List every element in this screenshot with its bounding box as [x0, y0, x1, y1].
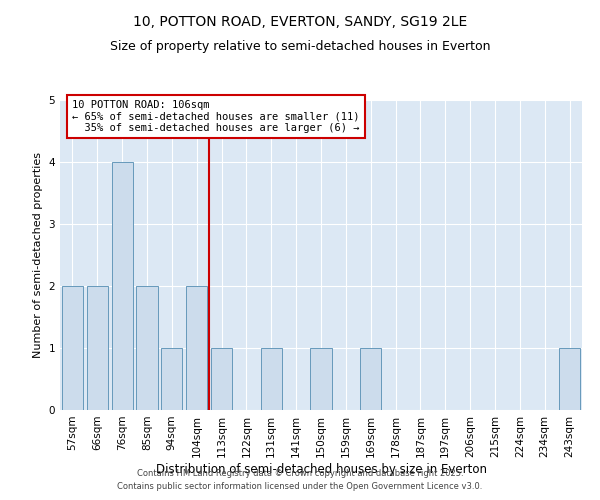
Text: Contains HM Land Registry data © Crown copyright and database right 2025.: Contains HM Land Registry data © Crown c… [137, 468, 463, 477]
Text: Size of property relative to semi-detached houses in Everton: Size of property relative to semi-detach… [110, 40, 490, 53]
Text: 10, POTTON ROAD, EVERTON, SANDY, SG19 2LE: 10, POTTON ROAD, EVERTON, SANDY, SG19 2L… [133, 15, 467, 29]
Text: Contains public sector information licensed under the Open Government Licence v3: Contains public sector information licen… [118, 482, 482, 491]
Y-axis label: Number of semi-detached properties: Number of semi-detached properties [33, 152, 43, 358]
Bar [559, 348, 580, 410]
Bar [161, 348, 182, 410]
Bar [62, 286, 83, 410]
Bar [211, 348, 232, 410]
Bar [136, 286, 158, 410]
Bar [310, 348, 332, 410]
Bar [261, 348, 282, 410]
Text: 10 POTTON ROAD: 106sqm
← 65% of semi-detached houses are smaller (11)
  35% of s: 10 POTTON ROAD: 106sqm ← 65% of semi-det… [73, 100, 360, 133]
X-axis label: Distribution of semi-detached houses by size in Everton: Distribution of semi-detached houses by … [155, 462, 487, 475]
Bar [112, 162, 133, 410]
Bar [87, 286, 108, 410]
Bar [360, 348, 381, 410]
Bar [186, 286, 207, 410]
